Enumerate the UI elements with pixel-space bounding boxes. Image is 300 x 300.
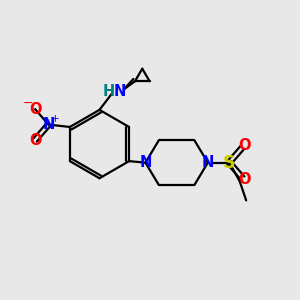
Text: O: O: [29, 133, 41, 148]
Text: −: −: [22, 97, 33, 110]
Text: O: O: [238, 172, 250, 187]
Text: N: N: [202, 155, 214, 170]
Text: N: N: [139, 155, 152, 170]
Text: O: O: [29, 102, 41, 117]
Text: N: N: [114, 84, 127, 99]
Text: H: H: [102, 84, 115, 99]
Text: O: O: [238, 138, 250, 153]
Text: S: S: [223, 154, 236, 172]
Text: +: +: [51, 114, 59, 124]
Text: N: N: [42, 117, 55, 132]
